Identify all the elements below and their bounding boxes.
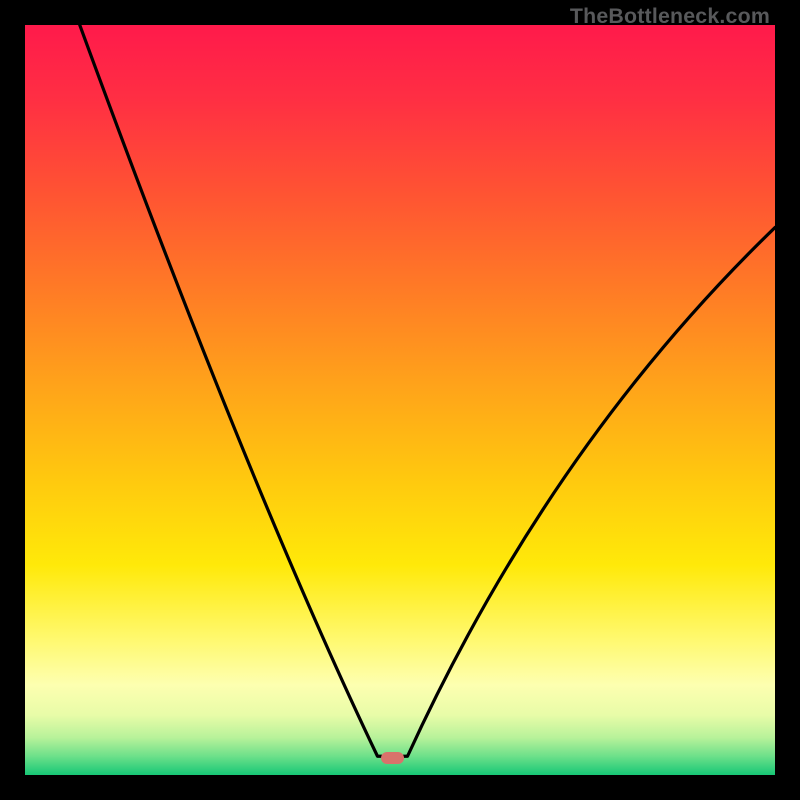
bottleneck-curve	[25, 25, 775, 775]
plot-area	[25, 25, 775, 775]
watermark-text: TheBottleneck.com	[570, 4, 770, 29]
curve-path	[80, 25, 775, 756]
chart-container: TheBottleneck.com	[0, 0, 800, 800]
sweet-spot-marker	[381, 752, 404, 764]
